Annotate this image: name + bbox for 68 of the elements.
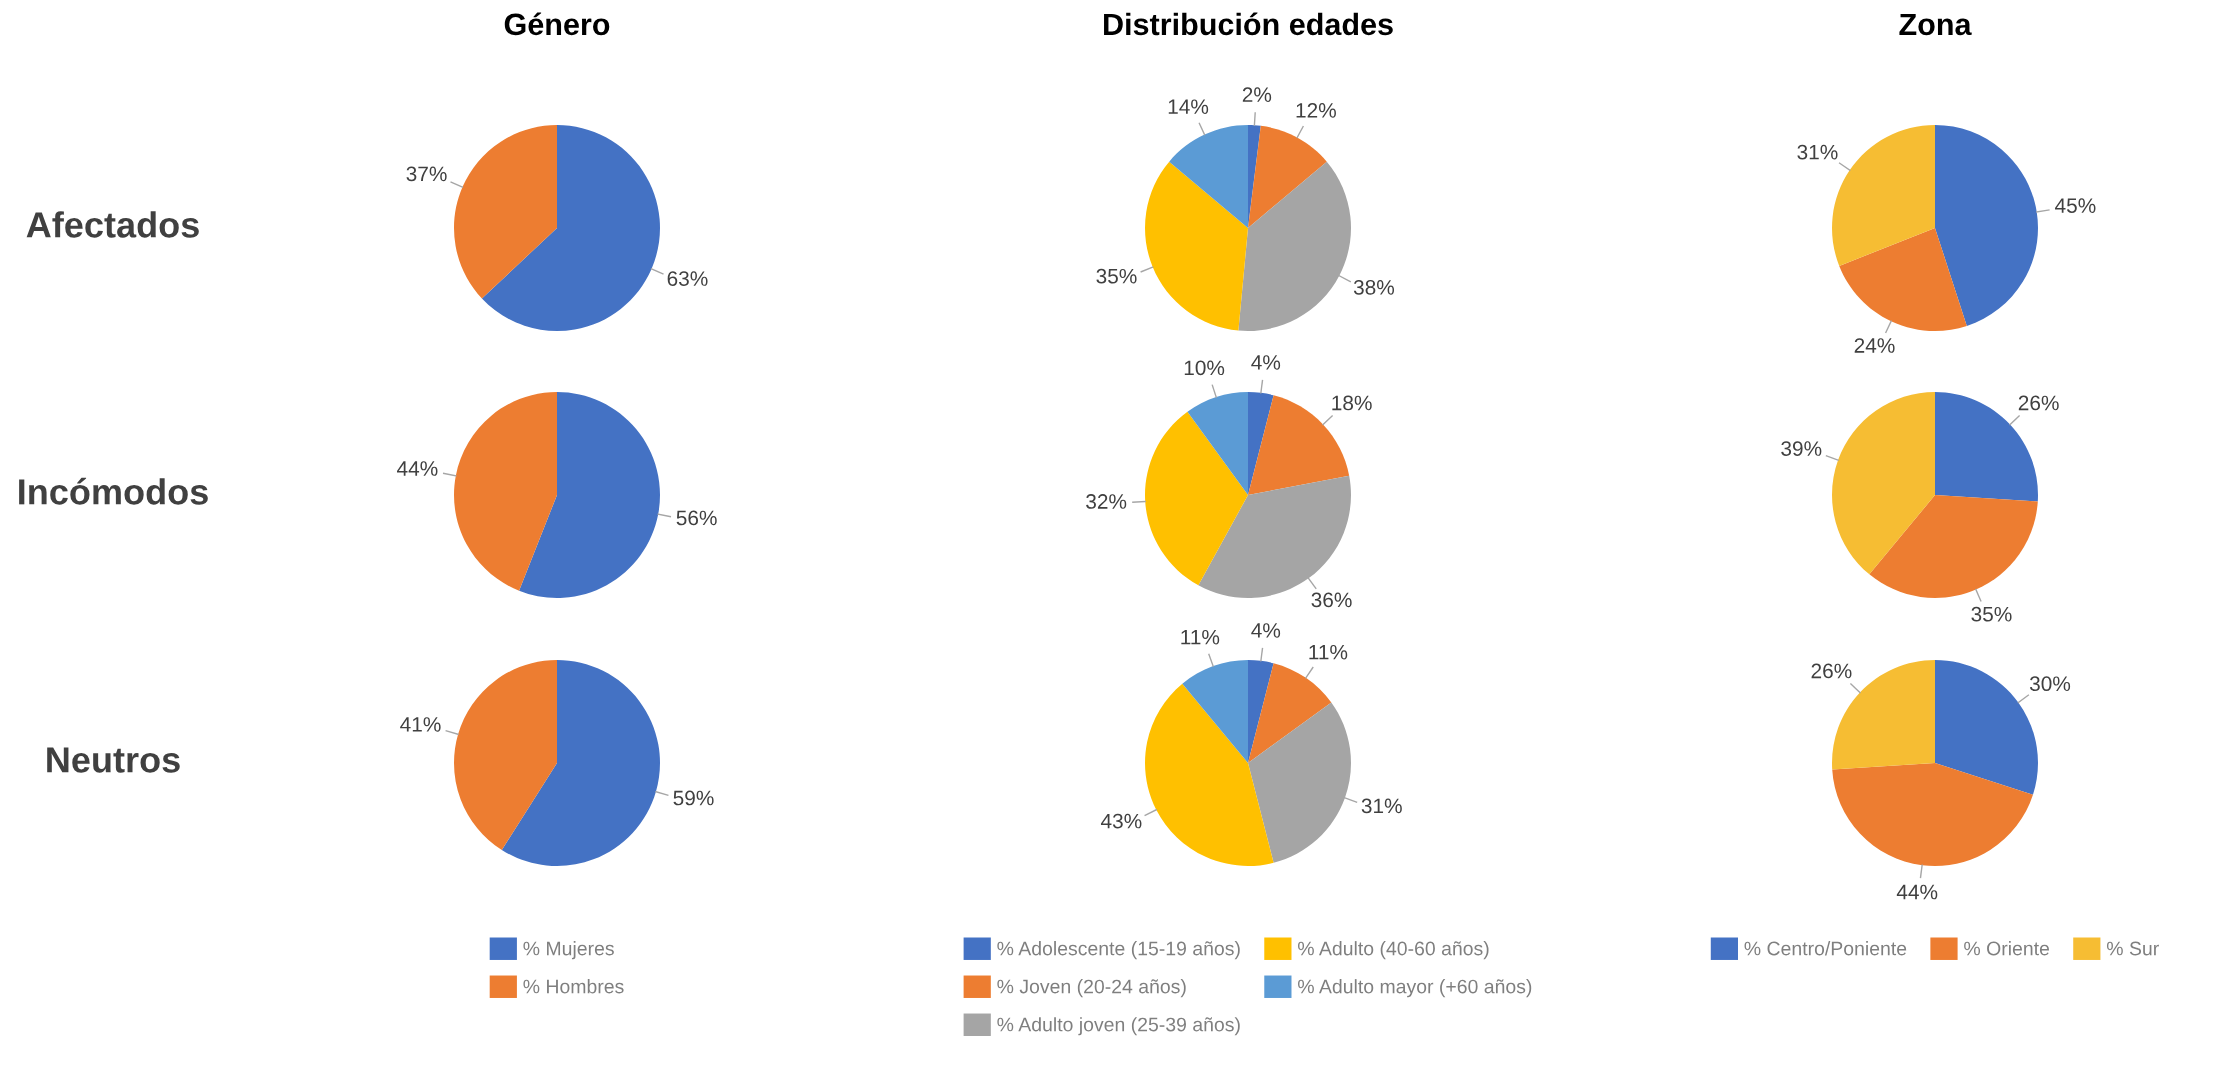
data-label: 10%: [1184, 360, 1225, 376]
pie-slice: [519, 392, 660, 598]
pie-slice: [1145, 161, 1248, 331]
data-label: 31%: [1361, 798, 1402, 814]
data-label: 11%: [1309, 644, 1348, 660]
pie-slice: [481, 125, 660, 331]
text: Incómodos: [19, 477, 208, 505]
data-label: 14%: [1168, 99, 1209, 114]
legend-label: % Hombres: [523, 979, 624, 994]
data-label: 2%: [1242, 87, 1272, 102]
legend-label: % Centro/Poniente: [1744, 941, 1907, 956]
data-label: 37%: [406, 166, 447, 182]
legend-label: % Mujeres: [523, 941, 614, 960]
data-label: 18%: [1332, 395, 1372, 411]
pie-slice: [1248, 663, 1332, 763]
data-label: 30%: [2029, 676, 2071, 692]
data-label: 45%: [2055, 198, 2096, 213]
pie-slice: [1839, 228, 1967, 331]
legend-label: % Adulto joven (25-39 años): [997, 1017, 1240, 1036]
chart-title: Género: [504, 12, 610, 36]
data-label: 31%: [1797, 144, 1838, 160]
data-label: 44%: [397, 461, 438, 476]
pie-slice: [1169, 125, 1248, 228]
legend-label: % Adulto (40-60 años): [1298, 941, 1489, 960]
data-label: 36%: [1311, 592, 1352, 608]
data-label: 59%: [673, 790, 714, 806]
data-label: 41%: [400, 717, 441, 732]
chart-title: Distribución edades: [1104, 12, 1393, 36]
data-label: 35%: [1971, 606, 2012, 622]
pie-slice: [1182, 660, 1248, 763]
pie-slice: [501, 660, 660, 866]
legend-label: % Oriente: [1964, 941, 2050, 956]
data-label: 4%: [1251, 623, 1281, 638]
pie-slice: [1187, 392, 1248, 495]
text: Afectados: [26, 211, 199, 238]
legend-label: % Adulto mayor (+60 años): [1298, 979, 1532, 998]
pie-slice: [1248, 392, 1274, 495]
data-label: 4%: [1251, 355, 1281, 370]
data-label: 56%: [676, 510, 717, 526]
pie-slice: [1832, 763, 2033, 866]
data-label: 12%: [1296, 102, 1336, 118]
pie-slice: [1869, 495, 2038, 598]
data-label: 43%: [1100, 813, 1142, 829]
pie-slice: [454, 125, 557, 299]
legend-label: % Adolescente (15-19 años): [997, 941, 1240, 960]
pie-slice: [1248, 125, 1327, 228]
legend-label: % Joven (20-24 años): [997, 979, 1186, 998]
chart-title: Zona: [1899, 13, 1972, 36]
pie-slice: [454, 660, 557, 850]
legend-label: % Sur: [2106, 941, 2159, 956]
text: Neutros: [47, 747, 180, 773]
data-label: 44%: [1896, 884, 1938, 900]
data-label: 39%: [1781, 441, 1822, 456]
data-label: 63%: [667, 271, 708, 286]
data-label: 26%: [2018, 395, 2059, 411]
pie-slice: [1145, 411, 1248, 586]
data-label: 38%: [1353, 279, 1395, 295]
data-label: 35%: [1096, 268, 1137, 284]
data-label: 26%: [1811, 663, 1852, 679]
pie-slice: [1935, 125, 2038, 326]
data-label: 32%: [1086, 494, 1127, 509]
pie-slice: [1248, 660, 1274, 763]
pie-slice: [454, 392, 557, 591]
pie-slice: [1145, 683, 1274, 866]
pie-slice: [1238, 161, 1351, 331]
data-label: 24%: [1854, 338, 1895, 353]
pie-slice: [1832, 392, 1935, 575]
data-label: 11%: [1181, 629, 1220, 645]
